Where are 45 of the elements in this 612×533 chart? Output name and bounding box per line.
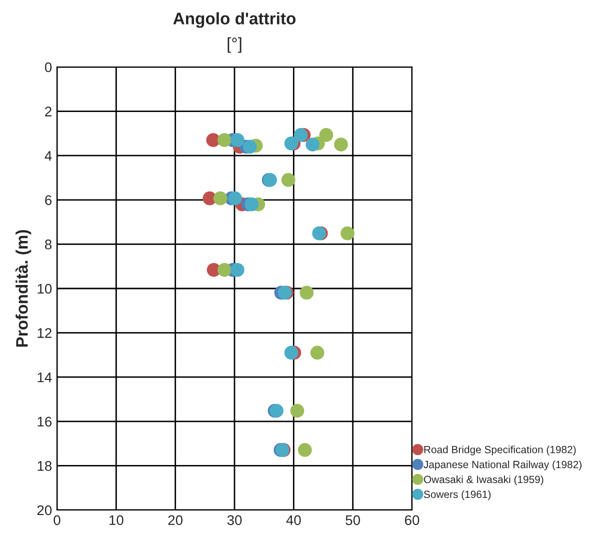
point: [217, 262, 232, 277]
legend-label: Road Bridge Specification (1982): [424, 446, 576, 456]
y-axis-title: Profondità. (m): [15, 230, 32, 347]
point: [281, 173, 296, 187]
y-tick-label: 18: [38, 461, 52, 471]
y-tick-label: 20: [37, 505, 52, 516]
point: [310, 346, 324, 360]
point: [244, 197, 259, 212]
legend-label: Owasaki & Iwasaki (1959): [424, 475, 544, 486]
point: [284, 136, 298, 150]
y-tick-label: 10: [38, 284, 52, 294]
legend-label: Sowers (1961): [424, 490, 491, 500]
y-tick-label: 12: [38, 328, 52, 338]
point: [294, 128, 308, 142]
point: [284, 346, 298, 360]
point: [230, 133, 244, 148]
point: [306, 138, 320, 152]
point: [300, 286, 314, 300]
chart-subtitle: [°]: [228, 37, 242, 53]
y-tick-label: 14: [38, 372, 52, 382]
point: [228, 191, 242, 206]
legend-label: Japanese National Railway (1982): [424, 460, 582, 470]
y-tick-label: 8: [45, 240, 52, 250]
point: [213, 191, 228, 206]
point: [242, 140, 257, 154]
x-tick-label: 40: [286, 515, 301, 526]
x-tick-label: 60: [404, 515, 420, 526]
y-tick-label: 0: [44, 62, 52, 72]
x-tick-label: 0: [54, 515, 60, 526]
chart-title: Angolo d'attrito: [173, 12, 296, 28]
point: [290, 404, 304, 418]
y-tick-label: 2: [45, 106, 52, 116]
point: [298, 443, 312, 457]
y-tick-label: 16: [38, 416, 52, 427]
x-tick-label: 10: [110, 515, 124, 526]
point: [319, 128, 334, 142]
y-tick-label: 6: [45, 195, 52, 206]
point: [217, 133, 232, 148]
x-tick-label: 50: [346, 515, 360, 526]
point: [334, 138, 348, 152]
x-tick-label: 30: [227, 515, 242, 526]
point: [230, 262, 244, 277]
x-tick-label: 20: [168, 515, 183, 526]
y-tick-label: 4: [44, 151, 52, 161]
point: [340, 226, 354, 240]
